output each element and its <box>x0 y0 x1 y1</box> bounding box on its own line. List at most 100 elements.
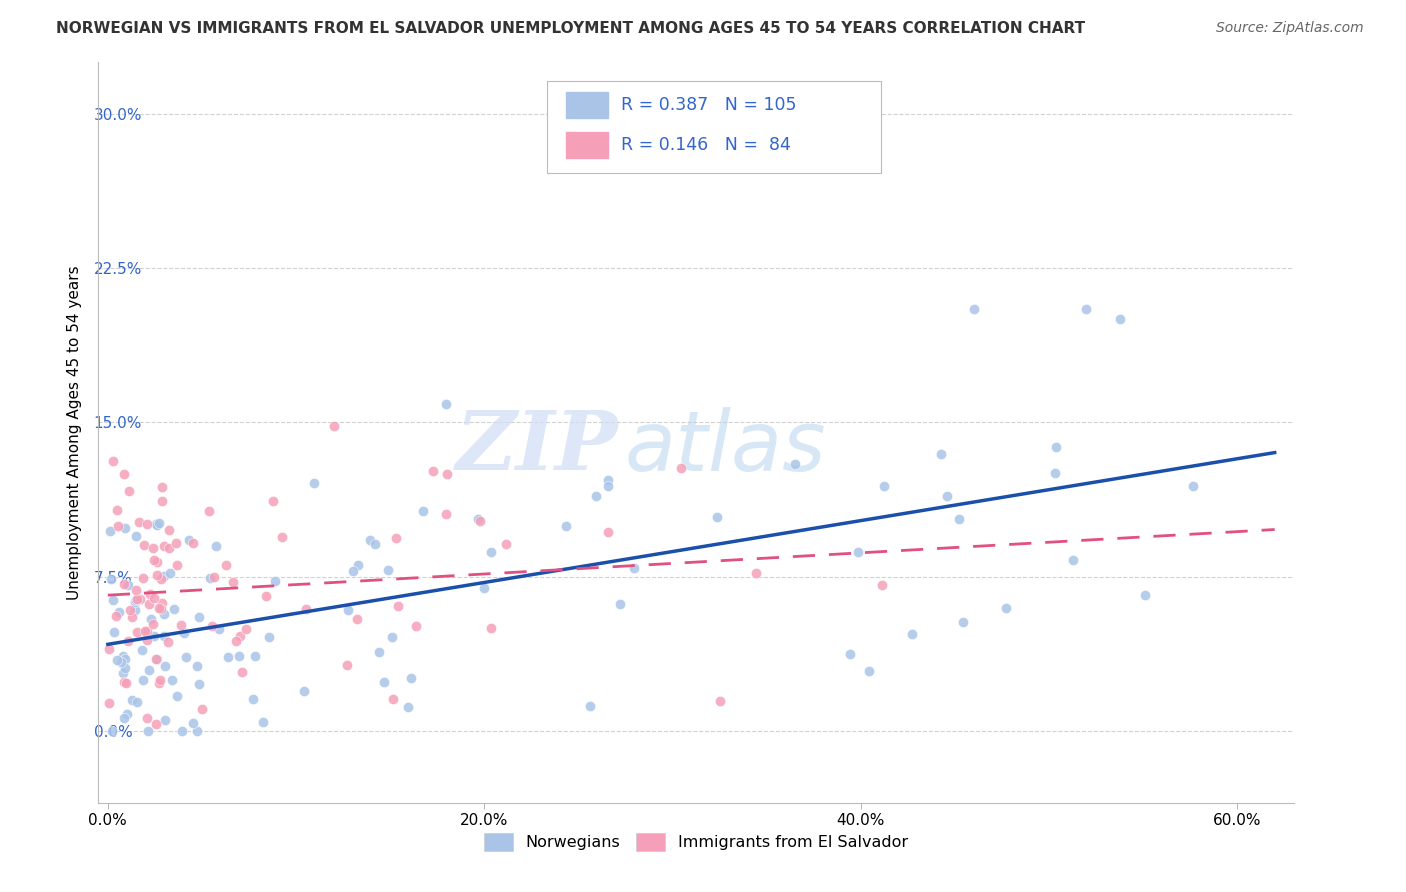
Point <box>148 675 170 690</box>
Point <box>901 627 924 641</box>
Point <box>205 540 228 554</box>
Point <box>152 629 174 643</box>
Point <box>347 558 370 573</box>
Point <box>124 603 146 617</box>
Point <box>254 589 277 603</box>
Point <box>229 629 252 643</box>
Point <box>163 601 186 615</box>
Point <box>117 633 139 648</box>
Point <box>136 624 159 638</box>
Point <box>127 592 149 607</box>
Point <box>387 599 409 614</box>
Point <box>153 568 176 582</box>
Point <box>304 476 326 491</box>
Point <box>138 723 160 738</box>
Point <box>139 612 162 626</box>
Point <box>127 694 149 708</box>
Point <box>252 714 274 729</box>
Point <box>145 651 167 665</box>
Point <box>143 630 166 644</box>
Point <box>142 616 165 631</box>
Point <box>186 723 208 738</box>
Point <box>596 478 619 492</box>
Point <box>153 713 176 727</box>
Point <box>405 619 427 633</box>
Point <box>121 610 143 624</box>
Point <box>100 572 122 586</box>
Point <box>495 537 517 551</box>
Point <box>342 564 364 578</box>
Point <box>858 665 880 679</box>
Point <box>152 480 174 494</box>
Point <box>222 574 245 589</box>
Point <box>128 515 150 529</box>
Point <box>114 521 136 535</box>
Point <box>336 603 359 617</box>
Point <box>396 699 419 714</box>
Point <box>422 464 444 478</box>
Point <box>962 302 984 317</box>
Point <box>929 447 952 461</box>
Legend: Norwegians, Immigrants from El Salvador: Norwegians, Immigrants from El Salvador <box>478 827 914 858</box>
Point <box>1076 302 1098 317</box>
Point <box>467 512 489 526</box>
Point <box>134 538 156 552</box>
Point <box>125 529 148 543</box>
Point <box>152 539 174 553</box>
Point <box>186 659 208 673</box>
Point <box>142 591 165 605</box>
Point <box>257 630 280 644</box>
Point <box>118 602 141 616</box>
Point <box>609 597 631 611</box>
Point <box>870 577 893 591</box>
Text: NORWEGIAN VS IMMIGRANTS FROM EL SALVADOR UNEMPLOYMENT AMONG AGES 45 TO 54 YEARS : NORWEGIAN VS IMMIGRANTS FROM EL SALVADOR… <box>56 21 1085 37</box>
Point <box>103 453 125 467</box>
Point <box>839 647 862 661</box>
Point <box>155 659 177 673</box>
Point <box>200 571 222 585</box>
Point <box>124 595 146 609</box>
Point <box>264 574 287 588</box>
Point <box>623 561 645 575</box>
Point <box>436 467 458 481</box>
Point <box>134 624 156 638</box>
Point <box>103 593 125 607</box>
Point <box>381 630 404 644</box>
Point <box>129 592 152 607</box>
Point <box>121 693 143 707</box>
Point <box>231 665 253 679</box>
Point <box>270 531 292 545</box>
Point <box>145 716 167 731</box>
Point <box>202 570 225 584</box>
Point <box>105 653 128 667</box>
Point <box>179 533 201 547</box>
Point <box>783 458 806 472</box>
Point <box>207 622 229 636</box>
Point <box>112 577 135 591</box>
Point <box>598 474 620 488</box>
Point <box>150 493 173 508</box>
Point <box>149 673 172 687</box>
Point <box>131 571 153 585</box>
Point <box>322 419 344 434</box>
Point <box>146 652 169 666</box>
Point <box>1108 311 1130 326</box>
Point <box>125 625 148 640</box>
Point <box>709 694 731 708</box>
Point <box>98 696 121 710</box>
Point <box>142 541 165 555</box>
Point <box>97 641 120 656</box>
Point <box>745 566 768 580</box>
Point <box>170 618 193 632</box>
Point <box>242 691 264 706</box>
Point <box>138 587 160 601</box>
FancyBboxPatch shape <box>565 93 607 119</box>
Point <box>479 545 502 559</box>
Point <box>101 723 124 738</box>
Y-axis label: Unemployment Among Ages 45 to 54 years: Unemployment Among Ages 45 to 54 years <box>67 265 83 600</box>
Point <box>142 553 165 567</box>
Point <box>191 701 214 715</box>
Point <box>114 661 136 675</box>
Point <box>149 572 172 586</box>
Point <box>217 649 239 664</box>
